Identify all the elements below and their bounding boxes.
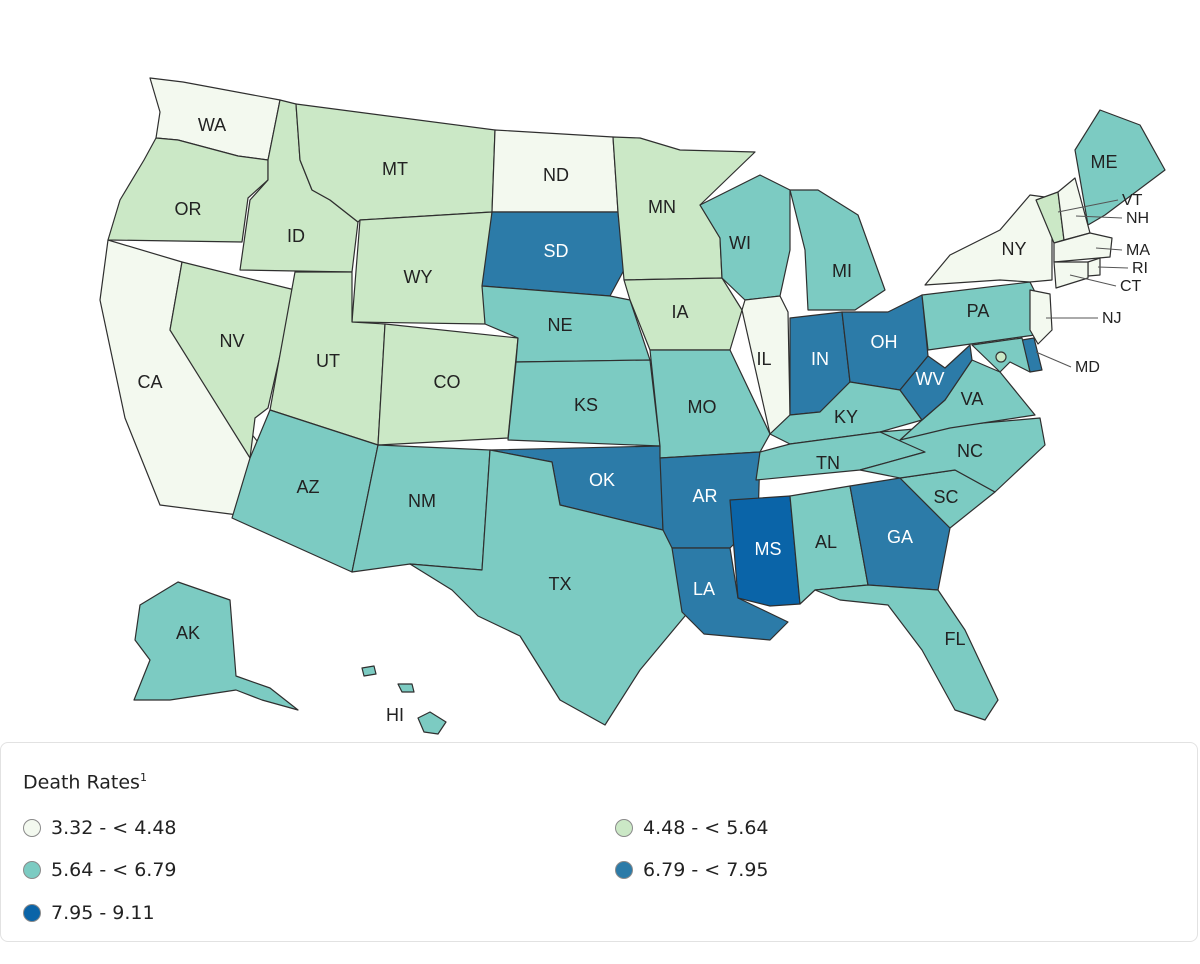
state-label-tn: TN (816, 453, 840, 473)
legend-title-text: Death Rates (23, 771, 140, 794)
state-nj[interactable] (1029, 289, 1053, 345)
us-choropleth-map: WA OR CA NV ID MT WY UT CO AZ NM ND SD NE KS OK TX MN IA MO… (99, 77, 1166, 735)
legend-label: 3.32 - < 4.48 (51, 817, 177, 839)
state-fl[interactable] (814, 584, 999, 721)
state-label-ar: AR (692, 486, 717, 506)
state-label-co: CO (434, 372, 461, 392)
state-label-mi: MI (832, 261, 852, 281)
state-label-or: OR (175, 199, 202, 219)
legend-label: 6.79 - < 7.95 (643, 859, 769, 881)
state-me[interactable] (1074, 109, 1166, 226)
legend-label: 5.64 - < 6.79 (51, 859, 177, 881)
state-label-ky: KY (834, 407, 858, 427)
state-la[interactable] (671, 547, 789, 641)
state-label-hi: HI (386, 705, 404, 725)
state-ms[interactable] (729, 495, 801, 607)
leader-line-md (1035, 351, 1072, 368)
state-label-az: AZ (296, 477, 319, 497)
state-label-in: IN (811, 349, 829, 369)
leader-line-vt (1057, 199, 1119, 213)
state-label-vt: VT (1122, 192, 1143, 209)
state-label-ny: NY (1001, 239, 1026, 259)
state-wv[interactable] (899, 344, 973, 421)
state-label-wi: WI (729, 233, 751, 253)
state-label-mt: MT (382, 159, 408, 179)
leader-line-ct (1069, 274, 1117, 287)
legend: Death Rates1 3.32 - < 4.48 4.48 - < 5.64… (0, 742, 1198, 942)
state-label-me: ME (1091, 152, 1118, 172)
state-label-ne: NE (547, 315, 572, 335)
state-label-sd: SD (543, 241, 568, 261)
legend-title-footnote: 1 (139, 771, 147, 784)
legend-item-bin1: 3.32 - < 4.48 (23, 815, 177, 841)
state-label-nh: NH (1126, 210, 1149, 227)
state-label-nv: NV (219, 331, 244, 351)
state-label-ks: KS (574, 395, 598, 415)
legend-title: Death Rates1 (23, 771, 147, 793)
legend-swatch (23, 819, 41, 837)
state-label-pa: PA (967, 301, 990, 321)
state-label-nj: NJ (1102, 310, 1122, 327)
state-ga[interactable] (849, 477, 951, 591)
state-label-wa: WA (198, 115, 226, 135)
legend-label: 7.95 - 9.11 (51, 902, 155, 924)
legend-swatch (23, 904, 41, 922)
state-label-ma: MA (1126, 242, 1150, 259)
state-ak[interactable] (133, 581, 299, 711)
dc-marker (995, 351, 1007, 363)
state-ma[interactable] (1053, 232, 1113, 263)
state-label-tx: TX (548, 574, 571, 594)
leader-line-ma (1095, 247, 1123, 251)
state-label-mo: MO (688, 397, 717, 417)
state-label-mn: MN (648, 197, 676, 217)
state-label-il: IL (756, 349, 771, 369)
state-mi[interactable] (789, 189, 886, 311)
state-label-ak: AK (176, 623, 200, 643)
state-label-md: MD (1075, 359, 1100, 376)
state-label-ca: CA (137, 372, 162, 392)
state-ny[interactable] (924, 194, 1053, 286)
leader-line-nh (1075, 215, 1123, 219)
state-label-oh: OH (871, 332, 898, 352)
map-canvas: WA OR CA NV ID MT WY UT CO AZ NM ND SD NE KS OK TX MN IA MO… (99, 77, 1166, 735)
state-label-fl: FL (944, 629, 965, 649)
state-label-ga: GA (887, 527, 913, 547)
legend-item-bin2: 4.48 - < 5.64 (615, 815, 769, 841)
state-label-al: AL (815, 532, 837, 552)
state-label-ri: RI (1132, 260, 1148, 277)
state-label-ct: CT (1120, 278, 1142, 295)
legend-item-bin3: 5.64 - < 6.79 (23, 857, 177, 883)
state-label-nd: ND (543, 165, 569, 185)
state-label-ms: MS (755, 539, 782, 559)
state-sd[interactable] (481, 211, 625, 297)
state-label-nc: NC (957, 441, 983, 461)
state-label-la: LA (693, 579, 715, 599)
state-label-ia: IA (671, 302, 688, 322)
legend-swatch (615, 861, 633, 879)
state-label-id: ID (287, 226, 305, 246)
state-label-va: VA (961, 389, 984, 409)
state-label-ut: UT (316, 351, 340, 371)
legend-item-bin4: 6.79 - < 7.95 (615, 857, 769, 883)
state-label-nm: NM (408, 491, 436, 511)
state-or[interactable] (107, 137, 269, 243)
leader-line-ri (1097, 266, 1129, 269)
state-hi[interactable] (361, 665, 447, 735)
state-label-wy: WY (404, 267, 433, 287)
state-label-wv: WV (916, 369, 945, 389)
state-label-sc: SC (933, 487, 958, 507)
legend-label: 4.48 - < 5.64 (643, 817, 769, 839)
legend-swatch (615, 819, 633, 837)
state-az[interactable] (231, 409, 379, 573)
legend-item-bin5: 7.95 - 9.11 (23, 900, 155, 926)
state-label-ok: OK (589, 470, 615, 490)
legend-swatch (23, 861, 41, 879)
